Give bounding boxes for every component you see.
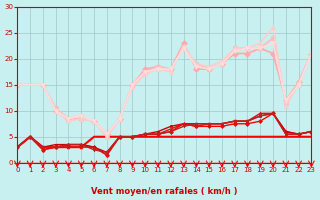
X-axis label: Vent moyen/en rafales ( km/h ): Vent moyen/en rafales ( km/h ) (91, 187, 238, 196)
